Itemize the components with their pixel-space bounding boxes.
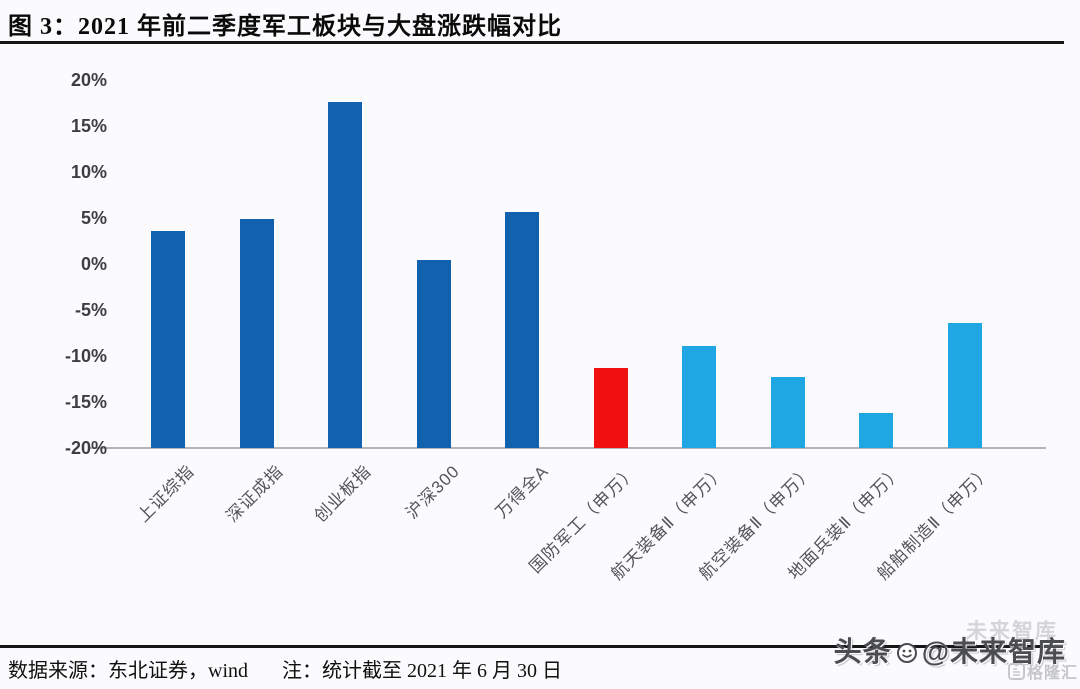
y-tick-label: 15% bbox=[70, 116, 107, 136]
x-category-label: 创业板指 bbox=[310, 461, 376, 526]
watermark-faint-text: 未来智库 bbox=[966, 620, 1058, 643]
y-tick-label: 5% bbox=[80, 208, 107, 228]
smiley-face-icon bbox=[896, 639, 918, 663]
bar-10 bbox=[947, 322, 982, 448]
footer-divider-rule bbox=[0, 645, 1048, 648]
watermark-corner-text: 格隆汇 bbox=[1026, 665, 1078, 682]
gelonghui-logo-icon bbox=[1007, 662, 1025, 680]
y-tick-label: -5% bbox=[74, 300, 107, 320]
bar-3 bbox=[328, 102, 363, 448]
chart-title: 图 3：2021 年前二季度军工板块与大盘涨跌幅对比 bbox=[8, 14, 562, 40]
y-tick-label: -10% bbox=[64, 346, 107, 366]
bar-6 bbox=[593, 367, 628, 448]
data-source-text: 数据来源：东北证券，wind bbox=[8, 660, 248, 682]
y-tick-label: -20% bbox=[64, 438, 107, 458]
y-tick-label: 10% bbox=[70, 162, 107, 182]
title-divider-rule bbox=[0, 41, 1064, 44]
watermark-gelonghui: 格隆汇 bbox=[1007, 659, 1078, 683]
bar-7 bbox=[682, 345, 717, 448]
x-axis-line bbox=[88, 447, 1046, 449]
y-tick-label: 20% bbox=[70, 70, 107, 90]
bar-4 bbox=[416, 260, 451, 448]
bar-1 bbox=[151, 230, 185, 448]
footer-source-line: 数据来源：东北证券，wind 注：统计截至 2021 年 6 月 30 日 bbox=[8, 654, 562, 683]
footer-note-text: 注：统计截至 2021 年 6 月 30 日 bbox=[282, 660, 562, 682]
y-tick-label: -15% bbox=[64, 392, 107, 412]
watermark-prefix-text: 头条 bbox=[833, 636, 892, 667]
x-category-label: 万得全A bbox=[491, 461, 553, 522]
watermark-toutiao: 头条 @未来智库 bbox=[834, 630, 1066, 670]
bar-5 bbox=[505, 212, 540, 448]
x-category-label: 深证成指 bbox=[222, 461, 287, 526]
y-tick-label: 0% bbox=[80, 254, 107, 274]
x-category-label: 沪深300 bbox=[402, 461, 464, 523]
watermark-handle-text: @未来智库 bbox=[921, 636, 1066, 667]
bar-2 bbox=[239, 218, 274, 448]
bar-8 bbox=[770, 377, 805, 448]
bar-9 bbox=[859, 413, 894, 448]
x-category-label: 上证综指 bbox=[133, 461, 198, 526]
